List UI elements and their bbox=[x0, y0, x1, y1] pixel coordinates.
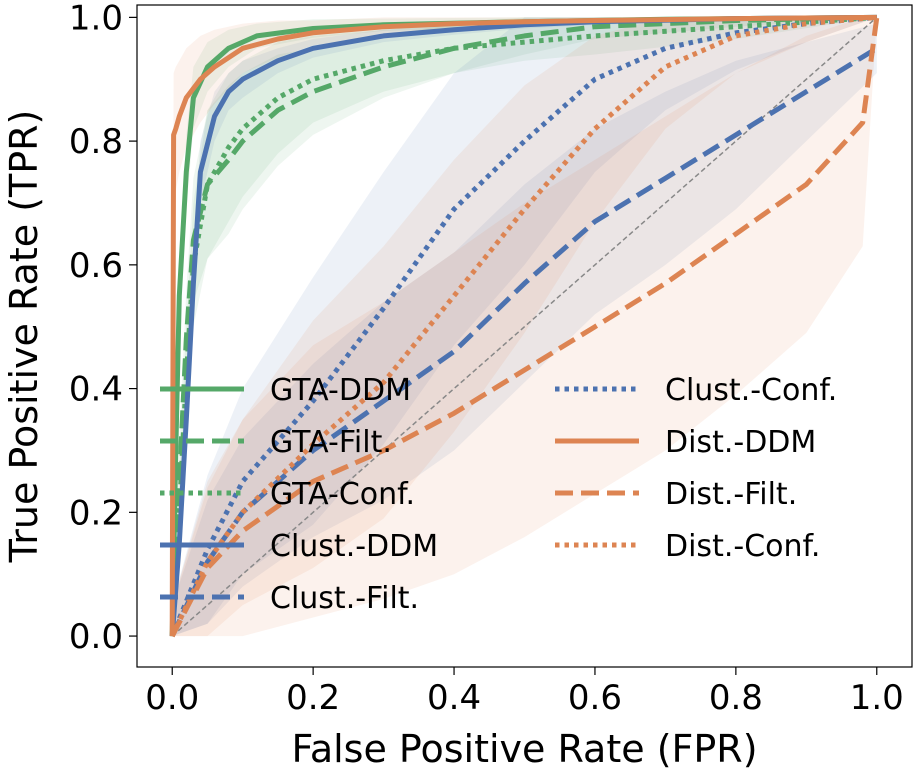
x-axis-label: False Positive Rate (FPR) bbox=[291, 727, 757, 771]
y-tick-label: 0.6 bbox=[69, 246, 123, 286]
legend-label-dist-ddm: Dist.-DDM bbox=[665, 425, 816, 460]
x-tick-label: 0.0 bbox=[145, 678, 199, 718]
clust-conf-curve bbox=[169, 14, 878, 638]
roc-curves bbox=[169, 14, 880, 638]
legend-label-clust-filt: Clust.-Filt. bbox=[270, 581, 419, 616]
dist-ddm-curve bbox=[169, 14, 877, 637]
x-tick-label: 1.0 bbox=[850, 678, 904, 718]
dist-conf-curve bbox=[169, 14, 878, 638]
y-axis-ticks: 0.0 0.2 0.4 0.6 0.8 1.0 bbox=[69, 0, 137, 657]
x-tick-label: 0.4 bbox=[427, 678, 481, 718]
x-tick-label: 0.8 bbox=[709, 678, 763, 718]
chance-diagonal bbox=[171, 16, 878, 637]
legend-label-clust-conf: Clust.-Conf. bbox=[665, 373, 837, 408]
y-tick-label: 0.8 bbox=[69, 122, 123, 162]
legend-label-dist-filt: Dist.-Filt. bbox=[665, 477, 797, 512]
legend-label-gta-conf: GTA-Conf. bbox=[270, 477, 415, 512]
dist-filt-curve bbox=[169, 17, 880, 638]
y-tick-label: 0.0 bbox=[69, 617, 123, 657]
legend-label-gta-filt: GTA-Filt. bbox=[270, 425, 392, 460]
x-tick-label: 0.6 bbox=[568, 678, 622, 718]
chance-reference-line bbox=[171, 16, 878, 637]
plot-frame bbox=[136, 4, 913, 668]
y-tick-label: 0.2 bbox=[69, 493, 123, 533]
x-tick-label: 0.2 bbox=[286, 678, 340, 718]
y-axis-label: True Positive Rate (TPR) bbox=[2, 110, 46, 564]
y-tick-label: 1.0 bbox=[69, 0, 123, 38]
legend: GTA-DDM GTA-Filt. GTA-Conf. Clust.-DDM Clust… bbox=[160, 373, 837, 616]
clust-filt-band bbox=[172, 23, 877, 637]
gta-filt-curve bbox=[169, 14, 877, 637]
x-axis-ticks: 0.0 0.2 0.4 0.6 0.8 1.0 bbox=[145, 667, 904, 718]
y-tick-label: 0.4 bbox=[69, 370, 123, 410]
legend-label-gta-ddm: GTA-DDM bbox=[270, 373, 411, 408]
legend-label-clust-ddm: Clust.-DDM bbox=[270, 529, 438, 564]
clust-filt-curve bbox=[169, 46, 879, 638]
legend-label-dist-conf: Dist.-Conf. bbox=[665, 529, 820, 564]
